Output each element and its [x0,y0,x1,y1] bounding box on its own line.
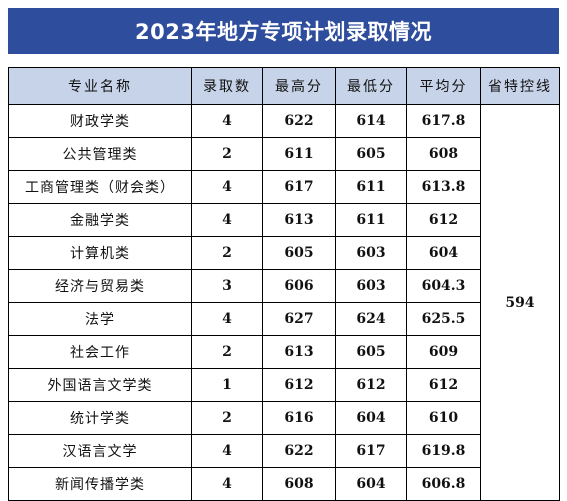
admitted-cell: 4 [191,170,263,204]
table-row: 金融学类 4 613 611 612 [8,203,560,237]
table-row: 社会工作 2 613 605 609 [8,335,560,369]
admitted-cell: 2 [191,137,263,171]
max-score-cell: 611 [262,137,336,171]
min-score-cell: 611 [335,170,407,204]
max-score-cell: 613 [262,335,336,369]
min-score-cell: 612 [335,368,407,402]
admitted-cell: 1 [191,368,263,402]
avg-score-cell: 610 [406,401,481,435]
major-cell: 财政学类 [8,104,192,138]
avg-score-cell: 612 [406,203,481,237]
avg-score-cell: 604 [406,236,481,270]
table-row: 计算机类 2 605 603 604 [8,236,560,270]
table-row: 公共管理类 2 611 605 608 [8,137,560,171]
control-line-cell: 594 [480,104,560,501]
max-score-cell: 605 [262,236,336,270]
min-score-cell: 603 [335,236,407,270]
max-score-cell: 617 [262,170,336,204]
major-cell: 经济与贸易类 [8,269,192,303]
max-score-cell: 613 [262,203,336,237]
min-score-cell: 604 [335,467,407,501]
avg-score-cell: 604.3 [406,269,481,303]
major-cell: 金融学类 [8,203,192,237]
table-row: 汉语言文学 4 622 617 619.8 [8,434,560,468]
avg-score-cell: 609 [406,335,481,369]
page-title: 2023年地方专项计划录取情况 [8,8,559,54]
column-header-major: 专业名称 [8,67,192,105]
min-score-cell: 617 [335,434,407,468]
avg-score-cell: 606.8 [406,467,481,501]
major-cell: 新闻传播学类 [8,467,192,501]
admitted-cell: 4 [191,104,263,138]
table-row: 经济与贸易类 3 606 603 604.3 [8,269,560,303]
min-score-cell: 605 [335,335,407,369]
avg-score-cell: 619.8 [406,434,481,468]
major-cell: 汉语言文学 [8,434,192,468]
major-cell: 社会工作 [8,335,192,369]
major-cell: 工商管理类（财会类） [8,170,192,204]
column-header-control-line: 省特控线 [480,67,560,105]
avg-score-cell: 612 [406,368,481,402]
min-score-cell: 611 [335,203,407,237]
max-score-cell: 608 [262,467,336,501]
table-row: 新闻传播学类 4 608 604 606.8 [8,467,560,501]
admitted-cell: 3 [191,269,263,303]
avg-score-cell: 608 [406,137,481,171]
max-score-cell: 612 [262,368,336,402]
admitted-cell: 4 [191,203,263,237]
min-score-cell: 604 [335,401,407,435]
major-cell: 外国语言文学类 [8,368,192,402]
table-row: 工商管理类（财会类） 4 617 611 613.8 [8,170,560,204]
admissions-table: 专业名称 录取数 最高分 最低分 平均分 省特控线 财政学类 4 622 614 617… [8,67,560,501]
table-row: 财政学类 4 622 614 617.8 594 [8,104,560,501]
max-score-cell: 616 [262,401,336,435]
major-cell: 统计学类 [8,401,192,435]
min-score-cell: 603 [335,269,407,303]
admitted-cell: 4 [191,467,263,501]
major-cell: 计算机类 [8,236,192,270]
avg-score-cell: 613.8 [406,170,481,204]
table-header-row: 专业名称 录取数 最高分 最低分 平均分 省特控线 [8,67,560,105]
admitted-cell: 2 [191,401,263,435]
min-score-cell: 614 [335,104,407,138]
table-row: 法学 4 627 624 625.5 [8,302,560,336]
admitted-cell: 2 [191,335,263,369]
column-header-avg-score: 平均分 [406,67,481,105]
major-cell: 公共管理类 [8,137,192,171]
max-score-cell: 627 [262,302,336,336]
admitted-cell: 4 [191,302,263,336]
column-header-min-score: 最低分 [335,67,407,105]
avg-score-cell: 625.5 [406,302,481,336]
admitted-cell: 4 [191,434,263,468]
major-cell: 法学 [8,302,192,336]
min-score-cell: 624 [335,302,407,336]
min-score-cell: 605 [335,137,407,171]
table-row: 外国语言文学类 1 612 612 612 [8,368,560,402]
column-header-admitted: 录取数 [191,67,263,105]
table-row: 统计学类 2 616 604 610 [8,401,560,435]
admitted-cell: 2 [191,236,263,270]
column-header-max-score: 最高分 [262,67,336,105]
max-score-cell: 622 [262,434,336,468]
max-score-cell: 606 [262,269,336,303]
avg-score-cell: 617.8 [406,104,481,138]
max-score-cell: 622 [262,104,336,138]
table-body: 财政学类 4 622 614 617.8 594 公共管理类 2 611 605 608 工商管理类（… [8,104,560,501]
